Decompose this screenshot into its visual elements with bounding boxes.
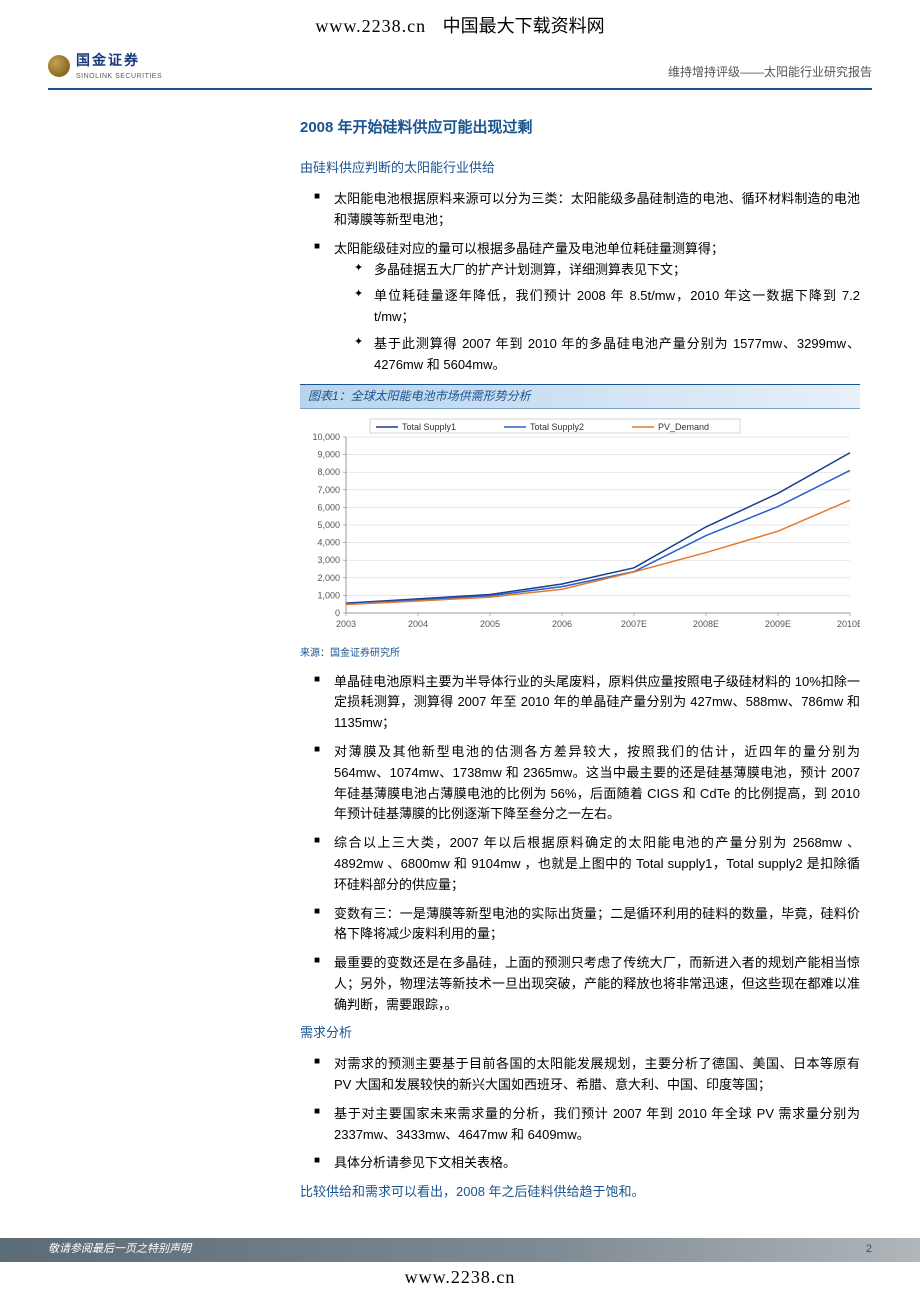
top-site-title: 中国最大下载资料网	[443, 16, 605, 36]
list-item: 单晶硅电池原料主要为半导体行业的头尾废料，原料供应量按照电子级硅材料的 10%扣…	[314, 672, 860, 734]
list-item: 太阳能级硅对应的量可以根据多晶硅产量及电池单位耗硅量测算得； 多晶硅据五大厂的扩…	[314, 239, 860, 376]
svg-text:8,000: 8,000	[317, 467, 340, 477]
list-item: 对薄膜及其他新型电池的估测各方差异较大，按照我们的估计，近四年的量分别为 564…	[314, 742, 860, 825]
brand-text-block: 国金证券 SINOLINK SECURITIES	[76, 49, 162, 83]
list-item: 对需求的预测主要基于目前各国的太阳能发展规划，主要分析了德国、美国、日本等原有 …	[314, 1054, 860, 1096]
line-chart-svg: 0 1,000 2,000 3,000 4,000 5,000 6,000 7,000 8,00…	[300, 415, 860, 635]
section1-sublist: 多晶硅据五大厂的扩产计划测算，详细测算表见下文； 单位耗硅量逐年降低，我们预计 …	[354, 260, 860, 376]
footer-url: www.2238.cn	[0, 1263, 920, 1292]
list-item: 多晶硅据五大厂的扩产计划测算，详细测算表见下文；	[354, 260, 860, 281]
section1-title: 由硅料供应判断的太阳能行业供给	[300, 158, 860, 179]
svg-text:2010E: 2010E	[837, 619, 860, 629]
list-item-text: 太阳能级硅对应的量可以根据多晶硅产量及电池单位耗硅量测算得；	[334, 241, 724, 256]
svg-text:1,000: 1,000	[317, 590, 340, 600]
top-header: www.2238.cn 中国最大下载资料网	[0, 0, 920, 49]
svg-text:5,000: 5,000	[317, 520, 340, 530]
conclusion: 比较供给和需求可以看出，2008 年之后硅料供给趋于饱和。	[300, 1182, 860, 1203]
svg-text:2008E: 2008E	[693, 619, 719, 629]
list-item: 具体分析请参见下文相关表格。	[314, 1153, 860, 1174]
list-item: 综合以上三大类，2007 年以后根据原料确定的太阳能电池的产量分别为 2568m…	[314, 833, 860, 895]
svg-text:4,000: 4,000	[317, 537, 340, 547]
figure1-caption: 图表1：全球太阳能电池市场供需形势分析	[300, 384, 860, 409]
svg-text:2006: 2006	[552, 619, 572, 629]
brand-logo-icon	[48, 55, 70, 77]
brand-en: SINOLINK SECURITIES	[76, 71, 162, 82]
figure1-source: 来源：国金证券研究所	[300, 646, 860, 662]
svg-text:9,000: 9,000	[317, 449, 340, 459]
svg-text:3,000: 3,000	[317, 555, 340, 565]
footer-page-number: 2	[866, 1241, 872, 1259]
svg-text:2003: 2003	[336, 619, 356, 629]
list-item: 基于对主要国家未来需求量的分析，我们预计 2007 年到 2010 年全球 PV…	[314, 1104, 860, 1146]
section3-list: 对需求的预测主要基于目前各国的太阳能发展规划，主要分析了德国、美国、日本等原有 …	[314, 1054, 860, 1174]
figure1-chart: 0 1,000 2,000 3,000 4,000 5,000 6,000 7,000 8,00…	[300, 409, 860, 644]
footer-disclaimer: 敬请参阅最后一页之特别声明	[48, 1241, 191, 1259]
svg-text:6,000: 6,000	[317, 502, 340, 512]
list-item: 单位耗硅量逐年降低，我们预计 2008 年 8.5t/mw，2010 年这一数据…	[354, 286, 860, 328]
top-url: www.2238.cn	[315, 16, 426, 36]
svg-text:10,000: 10,000	[312, 432, 340, 442]
footer-bar: 敬请参阅最后一页之特别声明 2	[0, 1238, 920, 1262]
svg-text:2004: 2004	[408, 619, 428, 629]
page-title: 2008 年开始硅料供应可能出现过剩	[300, 116, 860, 140]
list-item: 最重要的变数还是在多晶硅，上面的预测只考虑了传统大厂，而新进入者的规划产能相当惊…	[314, 953, 860, 1015]
svg-text:2009E: 2009E	[765, 619, 791, 629]
brand-cn: 国金证券	[76, 49, 162, 71]
svg-text:2005: 2005	[480, 619, 500, 629]
section2-list: 单晶硅电池原料主要为半导体行业的头尾废料，原料供应量按照电子级硅材料的 10%扣…	[314, 672, 860, 1016]
svg-text:PV_Demand: PV_Demand	[658, 422, 709, 432]
svg-text:Total Supply1: Total Supply1	[402, 422, 456, 432]
section3-title: 需求分析	[300, 1023, 860, 1044]
brand-row: 国金证券 SINOLINK SECURITIES 维持增持评级——太阳能行业研究…	[0, 49, 920, 87]
list-item: 基于此测算得 2007 年到 2010 年的多晶硅电池产量分别为 1577mw、…	[354, 334, 860, 376]
svg-text:0: 0	[335, 608, 340, 618]
main-content: 2008 年开始硅料供应可能出现过剩 由硅料供应判断的太阳能行业供给 太阳能电池…	[0, 90, 920, 1203]
list-item: 太阳能电池根据原料来源可以分为三类：太阳能级多晶硅制造的电池、循环材料制造的电池…	[314, 189, 860, 231]
svg-text:2007E: 2007E	[621, 619, 647, 629]
list-item: 变数有三：一是薄膜等新型电池的实际出货量；二是循环利用的硅料的数量，毕竟，硅料价…	[314, 904, 860, 946]
report-tag: 维持增持评级——太阳能行业研究报告	[668, 49, 872, 82]
svg-text:7,000: 7,000	[317, 485, 340, 495]
section1-list: 太阳能电池根据原料来源可以分为三类：太阳能级多晶硅制造的电池、循环材料制造的电池…	[314, 189, 860, 375]
svg-text:2,000: 2,000	[317, 573, 340, 583]
svg-text:Total Supply2: Total Supply2	[530, 422, 584, 432]
brand-left: 国金证券 SINOLINK SECURITIES	[48, 49, 162, 83]
